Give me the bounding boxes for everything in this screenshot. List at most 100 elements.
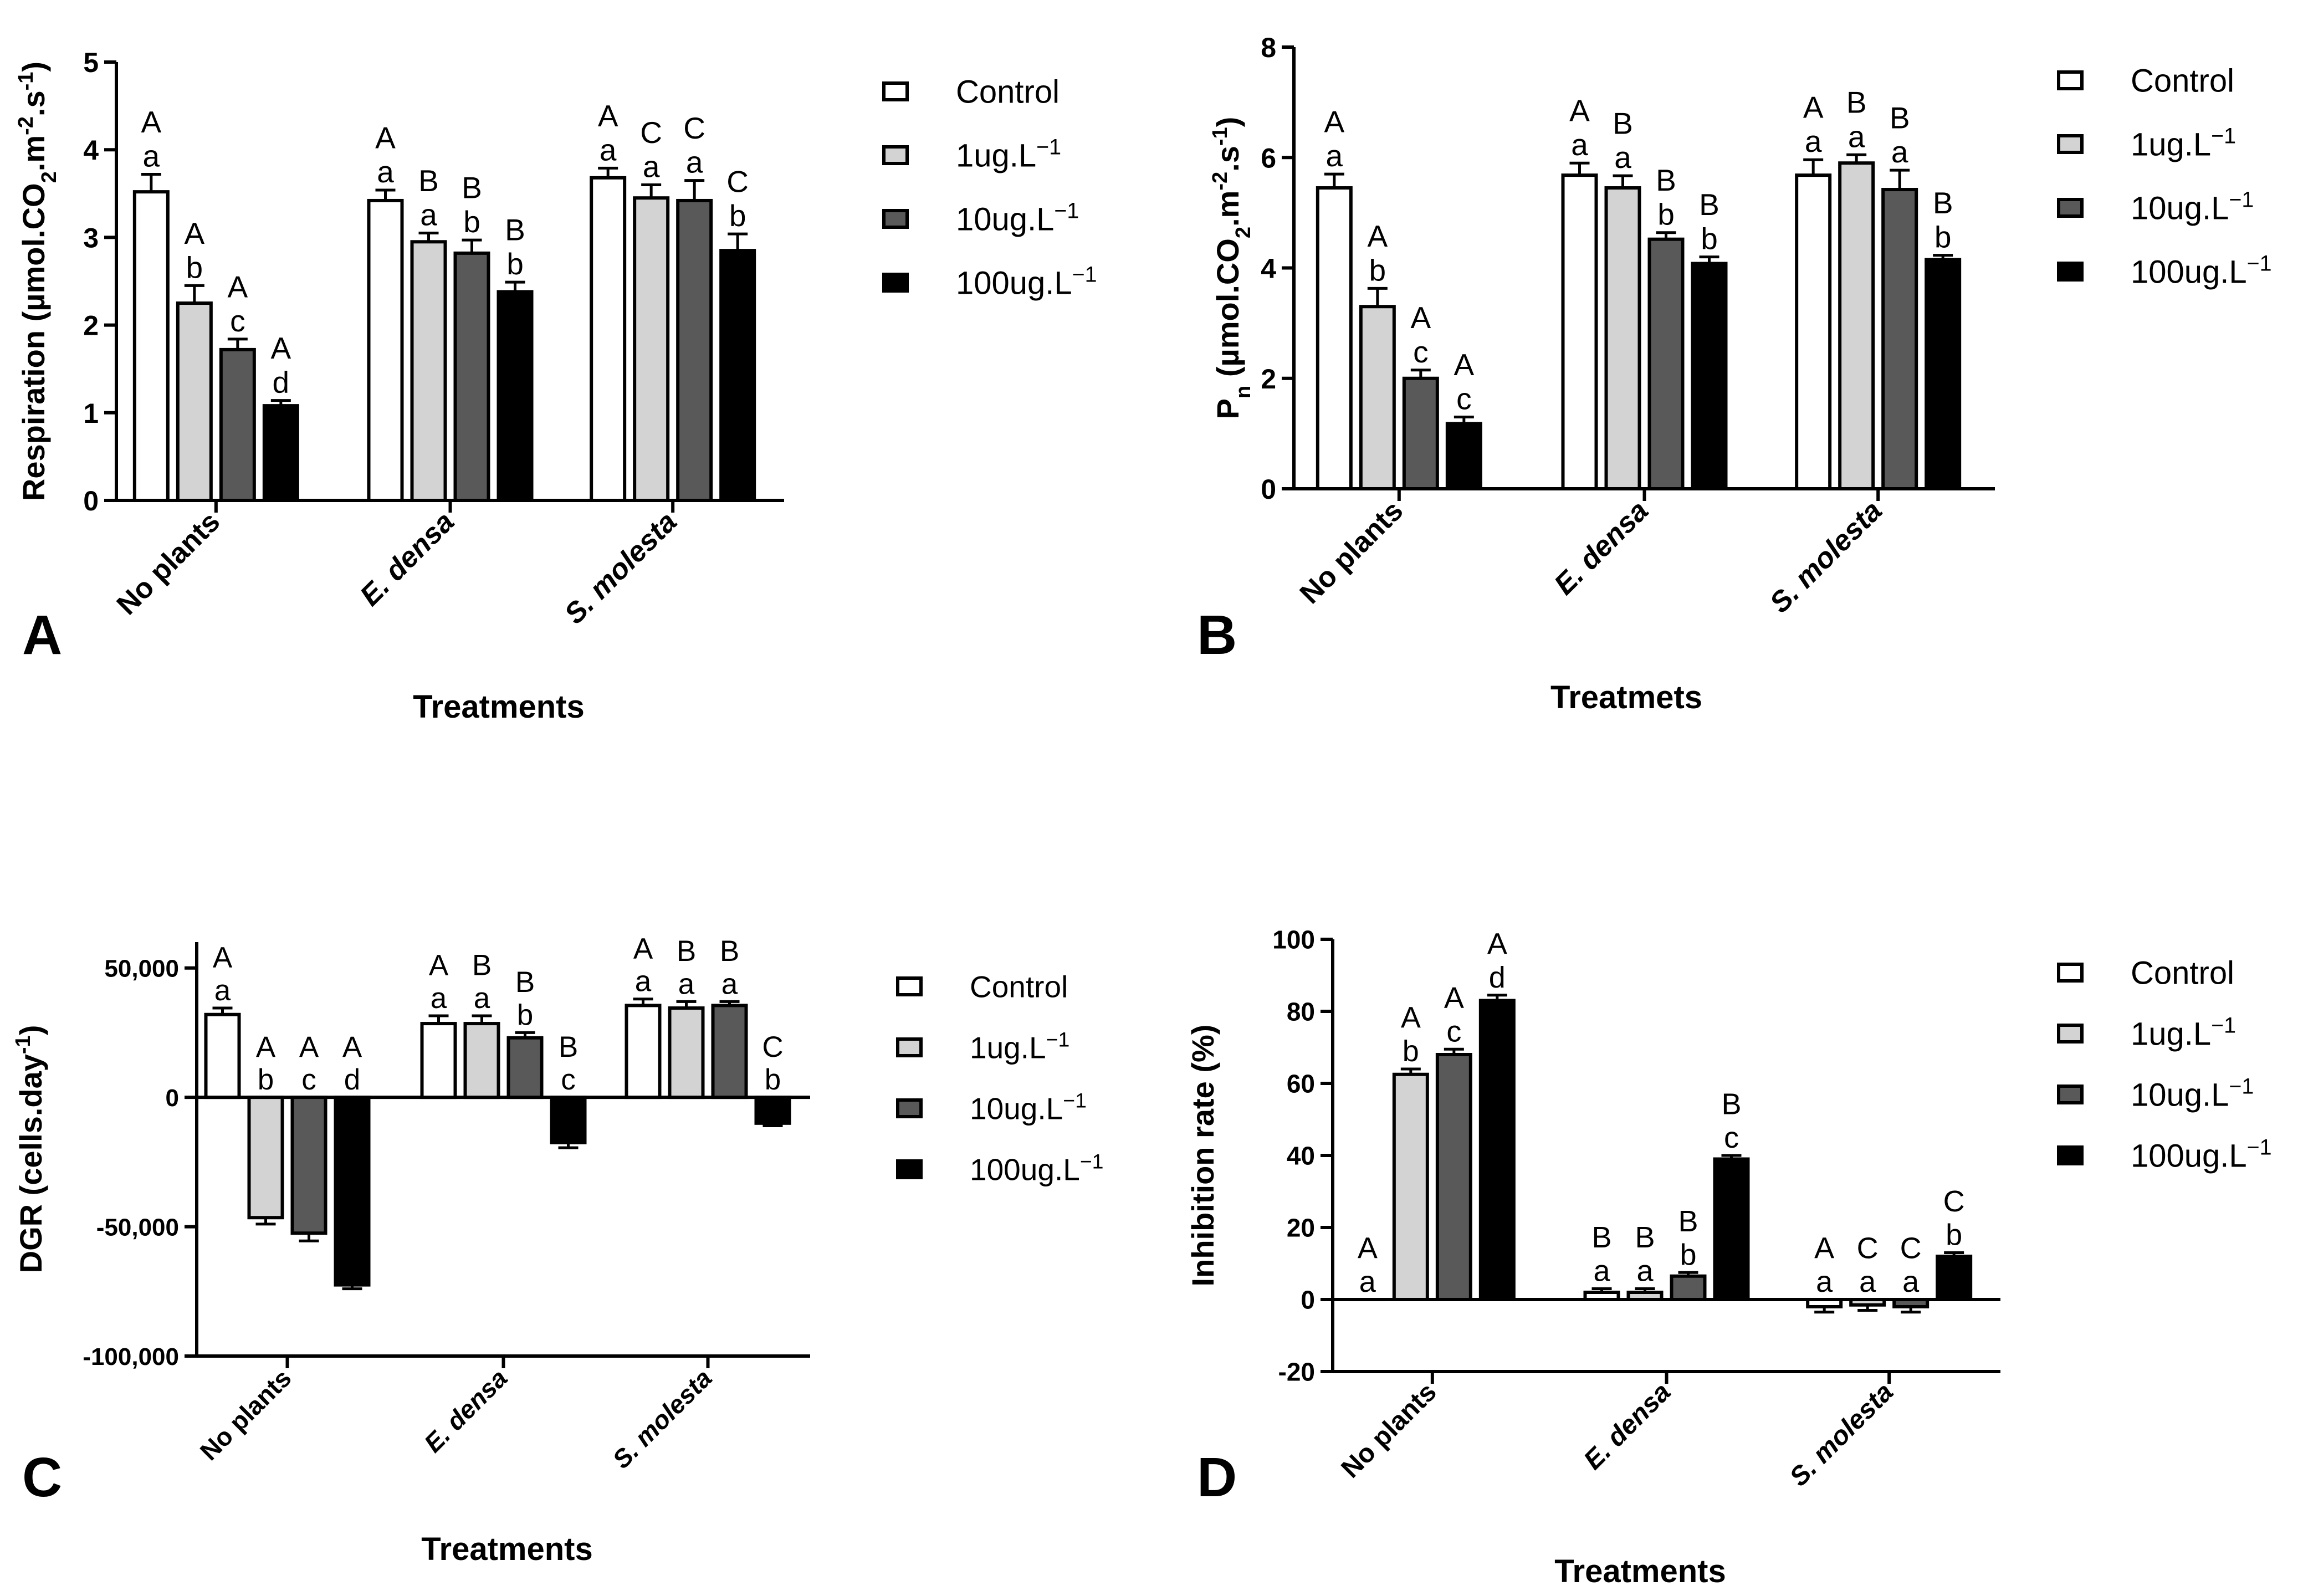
legend-label: 100ug.L−1: [2131, 251, 2272, 290]
significance-letter-lower: c: [1413, 335, 1429, 369]
bar: [590, 176, 627, 503]
x-category-label: E. densa: [1548, 494, 1655, 601]
significance-letter-upper: A: [1324, 105, 1344, 139]
significance-letter-upper: A: [1410, 300, 1431, 335]
significance-letter-upper: B: [418, 163, 439, 198]
significance-letter-upper: B: [1846, 85, 1867, 120]
significance-letter-upper: C: [683, 111, 705, 145]
significance-letter-lower: b: [463, 204, 480, 239]
significance-letter-upper: A: [1814, 1232, 1834, 1265]
y-tick-label: 2: [1261, 364, 1276, 395]
bar: [1647, 237, 1685, 490]
significance-letter-upper: A: [429, 949, 449, 982]
legend-swatch: [2057, 262, 2084, 282]
significance-letter-upper: A: [1444, 981, 1464, 1015]
significance-letter-lower: a: [474, 982, 490, 1015]
y-tick-label: 4: [1261, 253, 1276, 284]
panel-label: A: [22, 604, 62, 666]
significance-letter-upper: B: [1678, 1205, 1698, 1238]
significance-letter-upper: C: [726, 164, 749, 198]
y-axis-title: DGR (cells.day-1): [12, 1025, 48, 1273]
bar: [1478, 999, 1516, 1301]
significance-letter-lower: b: [258, 1063, 274, 1096]
y-tick-label: 0: [1261, 474, 1276, 505]
panel-label: B: [1197, 604, 1237, 666]
significance-letter-upper: A: [1367, 219, 1388, 253]
y-tick-label: -50,000: [96, 1214, 179, 1241]
bar: [1316, 186, 1353, 490]
bar: [719, 249, 756, 502]
significance-letter-lower: a: [1859, 1265, 1876, 1298]
significance-letter-lower: b: [1369, 253, 1386, 287]
significance-letter-lower: a: [420, 197, 437, 232]
legend: Control 1ug.L−1 10ug.L−1 100ug.L−1: [882, 74, 1097, 301]
bar: [176, 301, 213, 502]
significance-letter-lower: c: [561, 1063, 576, 1096]
x-axis-title: Treatments: [413, 689, 584, 725]
significance-letter-lower: b: [506, 247, 524, 281]
y-tick-label: 20: [1287, 1214, 1315, 1242]
legend-swatch: [2057, 1085, 2084, 1104]
significance-letter-upper: B: [1613, 106, 1633, 141]
bar: [1713, 1157, 1750, 1301]
legend-swatch: [882, 273, 909, 293]
bar: [420, 1022, 457, 1099]
panel-label: C: [22, 1446, 62, 1508]
legend-label: Control: [956, 74, 1060, 110]
legend: Control 1ug.L−1 10ug.L−1 100ug.L−1: [2057, 955, 2272, 1174]
significance-letter-upper: C: [1857, 1232, 1879, 1265]
x-category-label: No plants: [1294, 494, 1410, 610]
bar: [668, 1006, 705, 1099]
y-tick-label: -20: [1278, 1358, 1315, 1387]
x-category-label: E. densa: [418, 1363, 513, 1458]
y-tick-label: 3: [83, 222, 99, 253]
legend-label: 1ug.L−1: [956, 135, 1061, 173]
legend-swatch: [896, 1159, 923, 1179]
bar: [219, 347, 256, 502]
bar: [132, 190, 170, 502]
significance-letter-lower: b: [1403, 1035, 1419, 1068]
bar: [1359, 305, 1396, 490]
significance-letter-upper: B: [1721, 1088, 1741, 1121]
significance-letter-upper: B: [515, 966, 535, 999]
significance-letter-upper: B: [1591, 1221, 1611, 1254]
y-tick-label: 8: [1261, 32, 1276, 63]
bar: [1583, 1291, 1620, 1301]
legend-label: Control: [970, 969, 1068, 1004]
bar: [367, 198, 404, 502]
significance-letter-upper: A: [1569, 94, 1590, 128]
significance-letter-upper: A: [1487, 927, 1507, 960]
bar: [1881, 188, 1918, 491]
legend-label: 1ug.L−1: [2131, 124, 2236, 162]
significance-letter-upper: A: [1358, 1232, 1378, 1265]
panel-label: D: [1197, 1446, 1237, 1508]
significance-letter-lower: d: [273, 365, 290, 400]
legend-label: 100ug.L−1: [956, 262, 1097, 301]
significance-letter-upper: A: [227, 269, 248, 304]
significance-letter-lower: b: [1701, 222, 1718, 256]
bar: [1892, 1298, 1930, 1308]
bar: [1691, 262, 1728, 490]
significance-letter-lower: c: [301, 1063, 316, 1096]
x-category-label: No plants: [1336, 1377, 1442, 1484]
significance-letter-lower: a: [1593, 1255, 1610, 1288]
bar: [410, 240, 447, 502]
x-category-label: E. densa: [1578, 1377, 1676, 1475]
significance-letter-lower: a: [1902, 1265, 1920, 1298]
significance-letter-lower: a: [1636, 1255, 1654, 1288]
bar: [204, 1012, 241, 1099]
significance-letter-lower: b: [729, 198, 746, 233]
legend-swatch: [882, 145, 909, 165]
y-tick-label: 50,000: [104, 955, 179, 983]
significance-letter-lower: a: [635, 965, 652, 998]
significance-letter-upper: B: [1890, 101, 1910, 135]
significance-letter-lower: b: [186, 250, 203, 284]
y-tick-label: 1: [83, 398, 99, 429]
legend-swatch: [2057, 198, 2084, 218]
significance-letter-lower: a: [377, 155, 394, 189]
bar: [497, 290, 534, 502]
x-category-label: S. molesta: [1764, 494, 1889, 619]
bar: [453, 251, 490, 502]
